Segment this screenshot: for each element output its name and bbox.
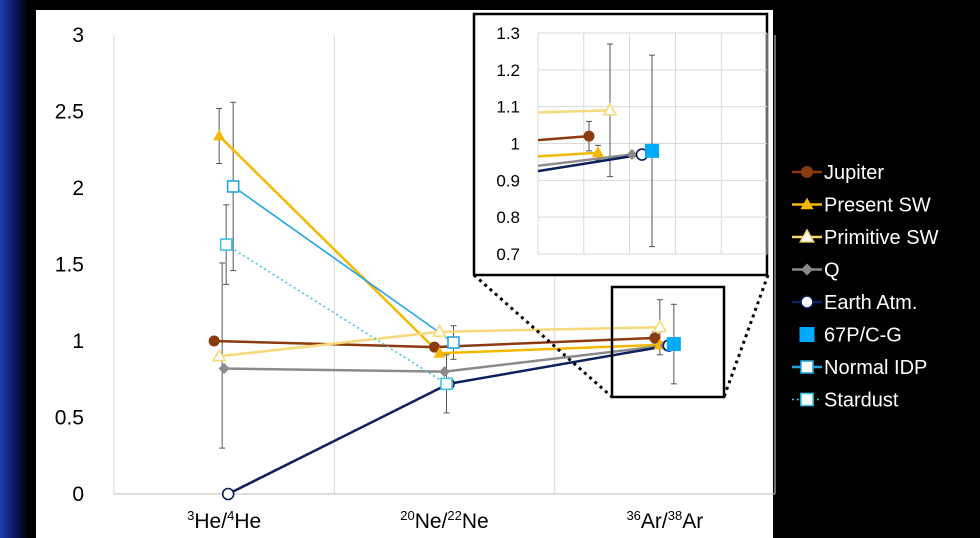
zoom-region-box [610, 285, 726, 399]
legend-item-q: Q [792, 260, 840, 282]
marker-earth-atm [221, 487, 235, 501]
inset-marker-q [626, 149, 638, 161]
inset-line-jupiter [537, 134, 590, 142]
legend-item-67p-c-g: 67P/C-G [799, 325, 902, 347]
inset-y-tick-label: 1.1 [496, 98, 520, 117]
main-x-tick-label: 20Ne/22Ne [400, 508, 488, 533]
marker-q [439, 366, 450, 378]
inset-frame [472, 12, 769, 277]
inset-y-tick-label: 1.2 [496, 61, 520, 80]
inset-line-primitive-sw [537, 109, 611, 114]
main-y-axis-ticks: 0 0.5 1 1.5 2 2.5 3 [55, 24, 84, 506]
marker-primitive-sw [432, 323, 447, 338]
legend-swatch-marker [799, 228, 815, 243]
main-y-tick-label: 0.5 [55, 407, 84, 430]
inset-y-tick-label: 0.9 [496, 171, 520, 190]
main-x-tick-label: 36Ar/38Ar [626, 508, 703, 533]
legend-label: Jupiter [824, 162, 884, 184]
main-y-tick-label: 1.5 [55, 254, 84, 277]
legend-swatch-marker [801, 166, 813, 178]
main-data-markers [208, 129, 681, 501]
legend-swatch-marker [799, 327, 815, 342]
inset-line-q [537, 153, 633, 168]
zoom-connector-right [722, 274, 770, 398]
inset-marker-primitive-sw [602, 102, 618, 116]
main-x-tick-label: 3He/4He [187, 508, 261, 533]
inset-y-tick-label: 1 [511, 135, 520, 154]
legend-swatch-marker [800, 360, 814, 374]
chart-legend: Jupiter Present SW Primitive SW Q Earth Atm.… [792, 162, 939, 412]
marker-stardust [219, 238, 233, 251]
legend-label: Earth Atm. [824, 292, 917, 314]
legend-label: Primitive SW [824, 227, 939, 249]
inset-y-tick-label: 0.7 [496, 245, 520, 264]
main-y-tick-label: 0 [72, 483, 84, 506]
legend-label: Q [824, 260, 840, 282]
inset-y-tick-label: 0.8 [496, 208, 520, 227]
legend-label: Stardust [824, 390, 899, 412]
marker-stardust [440, 377, 453, 391]
inset-y-axis-ticks: 0.7 0.8 0.9 1 1.1 1.2 1.3 [496, 24, 520, 264]
main-y-tick-label: 3 [72, 24, 84, 47]
legend-label: 67P/C-G [824, 325, 902, 347]
marker-67p-c-g [666, 337, 681, 352]
marker-primitive-sw [652, 319, 668, 333]
marker-jupiter [649, 332, 661, 344]
marker-primitive-sw [211, 348, 227, 362]
inset-line-earth-atm [537, 153, 643, 173]
inset-line-present-sw [537, 151, 599, 158]
inset-data-markers [583, 102, 659, 161]
legend-label: Present SW [824, 195, 931, 217]
marker-present-sw [433, 346, 446, 358]
main-x-axis-ticks: 3He/4He 20Ne/22Ne 36Ar/38Ar [187, 508, 703, 533]
inset-chart: 0.7 0.8 0.9 1 1.1 1.2 1.3 [472, 12, 769, 277]
inset-series-lines [537, 109, 643, 173]
legend-swatch-marker [801, 263, 813, 276]
inset-marker-jupiter [583, 130, 595, 142]
legend-swatch-marker [800, 295, 814, 309]
inset-marker-present-sw [591, 146, 605, 158]
series-line-normal-idp [232, 185, 454, 344]
legend-item-earth-atm: Earth Atm. [792, 292, 917, 314]
series-line-stardust [225, 243, 447, 385]
legend-item-normal-idp: Normal IDP [792, 357, 927, 379]
main-y-tick-label: 2 [72, 177, 84, 200]
main-y-tick-label: 2.5 [55, 101, 84, 124]
zoom-connector-left [473, 273, 613, 399]
legend-item-present-sw: Present SW [792, 195, 931, 217]
inset-gridlines [537, 32, 768, 255]
legend-swatch-marker [800, 197, 814, 210]
marker-normal-idp [447, 336, 460, 349]
marker-q [218, 363, 230, 375]
inset-y-tick-label: 1.3 [496, 24, 520, 43]
legend-swatch-marker [800, 392, 814, 407]
marker-jupiter [429, 341, 440, 353]
legend-item-jupiter: Jupiter [792, 162, 884, 184]
legend-item-primitive-sw: Primitive SW [792, 227, 939, 249]
marker-present-sw [213, 129, 226, 141]
marker-jupiter [208, 335, 220, 347]
legend-label: Normal IDP [824, 357, 927, 379]
main-y-tick-label: 1 [72, 330, 84, 353]
inset-marker-67p-c-g [645, 143, 659, 158]
legend-item-stardust: Stardust [792, 390, 899, 412]
marker-normal-idp [226, 180, 240, 193]
